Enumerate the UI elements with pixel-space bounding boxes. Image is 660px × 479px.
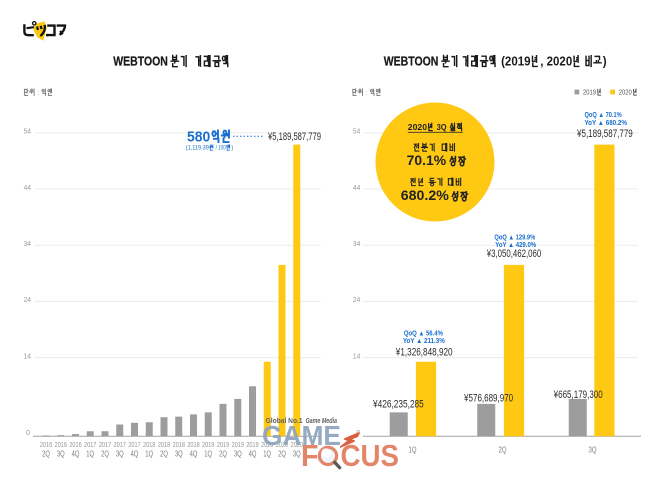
svg-text::: :	[37, 90, 39, 97]
svg-text:¥426,235,285: ¥426,235,285	[372, 398, 424, 410]
svg-text:Game Media: Game Media	[306, 418, 338, 425]
svg-text:54: 54	[24, 127, 31, 136]
svg-text:2019: 2019	[246, 442, 258, 449]
svg-text:3Q: 3Q	[234, 449, 242, 459]
svg-text:2016: 2016	[40, 442, 52, 449]
svg-text:2020: 2020	[619, 88, 632, 97]
svg-text:4Q: 4Q	[190, 449, 198, 459]
svg-text:34: 34	[353, 239, 360, 248]
svg-text:2018: 2018	[187, 442, 199, 449]
svg-text:2018: 2018	[143, 442, 155, 449]
svg-text:3Q: 3Q	[293, 449, 301, 459]
svg-text:¥3,050,462,060: ¥3,050,462,060	[486, 248, 541, 260]
svg-text:2Q: 2Q	[160, 449, 168, 459]
svg-text:2017: 2017	[84, 442, 96, 449]
svg-text:2018: 2018	[173, 442, 185, 449]
svg-text:¥1,326,848,920: ¥1,326,848,920	[395, 346, 453, 358]
svg-text:44: 44	[24, 183, 31, 192]
svg-text:¥5,189,587,779: ¥5,189,587,779	[267, 131, 321, 143]
svg-text:¥576,689,970: ¥576,689,970	[463, 392, 513, 404]
svg-text:14: 14	[353, 351, 360, 360]
svg-text:580: 580	[187, 129, 210, 145]
svg-text:1Q: 1Q	[263, 449, 271, 459]
svg-text:2017: 2017	[99, 442, 111, 449]
svg-text:2020: 2020	[291, 442, 303, 449]
svg-text:2020: 2020	[276, 442, 288, 449]
svg-text:CUS: CUS	[341, 439, 400, 473]
svg-text:2Q: 2Q	[101, 449, 109, 459]
svg-text:2017: 2017	[128, 442, 140, 449]
svg-text:14: 14	[24, 351, 31, 360]
svg-text:): )	[231, 145, 233, 152]
svg-text::: :	[366, 90, 368, 97]
svg-text:2019: 2019	[583, 88, 596, 97]
svg-text:3Q: 3Q	[116, 449, 124, 459]
svg-text:2016: 2016	[69, 442, 81, 449]
svg-text:2020: 2020	[408, 122, 427, 132]
svg-text:2020: 2020	[261, 442, 273, 449]
svg-text:2016: 2016	[55, 442, 67, 449]
svg-text:Global No.1: Global No.1	[266, 418, 303, 425]
svg-text:¥665,179,300: ¥665,179,300	[553, 389, 603, 401]
svg-text:0: 0	[356, 428, 360, 437]
svg-text:2019: 2019	[202, 442, 214, 449]
svg-text:QoQ ▲ 70.1%: QoQ ▲ 70.1%	[585, 112, 623, 119]
svg-text:3Q: 3Q	[589, 444, 597, 454]
svg-text:2Q: 2Q	[42, 449, 50, 459]
svg-text:QoQ ▲ 56.4%: QoQ ▲ 56.4%	[404, 331, 444, 338]
svg-text:2018: 2018	[158, 442, 170, 449]
svg-text:1Q: 1Q	[409, 444, 417, 454]
svg-text:2Q: 2Q	[219, 449, 227, 459]
svg-text:YoY ▲ 429.0%: YoY ▲ 429.0%	[495, 242, 537, 249]
svg-text:): )	[603, 53, 607, 68]
svg-text:3Q: 3Q	[57, 449, 65, 459]
svg-text:¥5,189,587,779: ¥5,189,587,779	[576, 128, 633, 140]
svg-text:WEBTOON: WEBTOON	[384, 53, 439, 68]
svg-text:4Q: 4Q	[131, 449, 139, 459]
svg-text:F: F	[301, 439, 319, 473]
svg-text:2019: 2019	[232, 442, 244, 449]
svg-text:(2019: (2019	[501, 53, 530, 68]
svg-text:YoY ▲ 680.2%: YoY ▲ 680.2%	[584, 120, 627, 127]
svg-text:WEBTOON: WEBTOON	[113, 53, 168, 68]
svg-text:680.2%: 680.2%	[401, 187, 450, 203]
svg-text:2017: 2017	[114, 442, 126, 449]
svg-text:YoY ▲ 211.3%: YoY ▲ 211.3%	[403, 338, 446, 345]
svg-text:3Q: 3Q	[175, 449, 183, 459]
svg-text:QoQ ▲ 129.9%: QoQ ▲ 129.9%	[494, 235, 536, 242]
svg-text:70.1%: 70.1%	[407, 153, 447, 168]
svg-text:2019: 2019	[217, 442, 229, 449]
svg-text:4Q: 4Q	[249, 449, 257, 459]
svg-text:0: 0	[26, 428, 30, 437]
svg-text:(1,119.39: (1,119.39	[186, 145, 209, 152]
svg-text:24: 24	[353, 295, 360, 304]
svg-text:34: 34	[24, 239, 31, 248]
svg-text:1Q: 1Q	[204, 449, 212, 459]
svg-text:2Q: 2Q	[499, 444, 507, 454]
svg-text:54: 54	[353, 127, 360, 136]
svg-text:3Q: 3Q	[437, 122, 447, 132]
svg-text:/ 100: / 100	[216, 145, 226, 152]
svg-text:44: 44	[353, 183, 360, 192]
svg-text:1Q: 1Q	[145, 449, 153, 459]
svg-text:24: 24	[24, 295, 31, 304]
svg-text:, 2020: , 2020	[540, 53, 572, 68]
svg-text:2Q: 2Q	[278, 449, 286, 459]
svg-text:4Q: 4Q	[72, 449, 80, 459]
svg-text:1Q: 1Q	[86, 449, 94, 459]
